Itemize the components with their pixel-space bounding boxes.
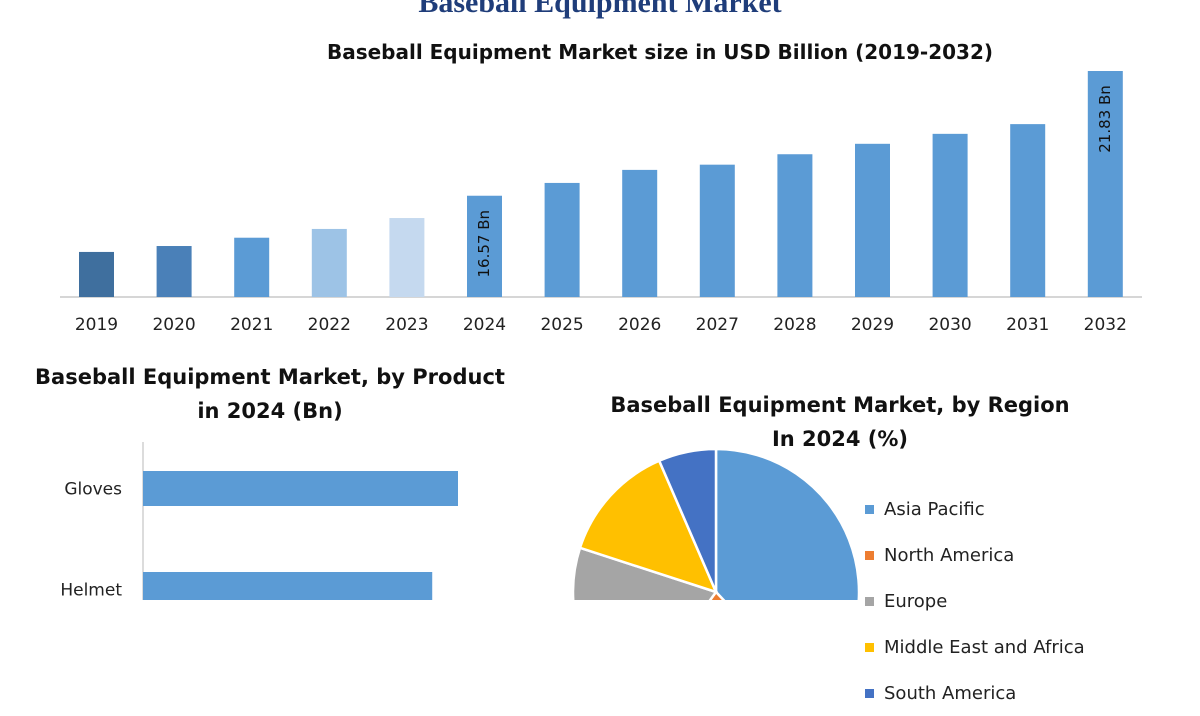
product-bar-chart: Gloves Helmet: [60, 442, 458, 601]
legend-swatch: [865, 550, 874, 560]
x-tick-label-2031: 2031: [1006, 315, 1049, 335]
x-tick-label-2021: 2021: [230, 315, 273, 335]
bar-2025: [544, 182, 580, 297]
x-tick-label-2028: 2028: [773, 315, 816, 335]
bar-2023: [389, 218, 425, 297]
legend-swatch: [865, 504, 874, 514]
x-tick-label-2026: 2026: [618, 315, 661, 335]
legend-swatch: [865, 688, 874, 698]
region-legend: Asia Pacific North America Europe Middle Ea…: [865, 486, 1085, 716]
bar-2021: [234, 237, 270, 297]
pie-slice-north-america: [708, 590, 726, 600]
x-tick-label-2032: 2032: [1084, 315, 1127, 335]
market-size-bar-chart: 2019 2020 2021 2022 2023 2024 16.57 Bn 2025 2026…: [60, 71, 1142, 335]
legend-swatch: [865, 596, 874, 606]
bar-2026: [622, 169, 658, 297]
pie-slice-middle-east-and-africa: [578, 459, 719, 595]
bar-2031: [1010, 124, 1046, 298]
page-title: Baseball Equipment Market: [418, 0, 782, 19]
product-chart-title-line2: in 2024 (Bn): [197, 399, 343, 423]
bar-2020: [156, 246, 192, 297]
product-chart-title-line1: Baseball Equipment Market, by Product: [35, 365, 505, 389]
legend-item-south-america: South America: [865, 670, 1085, 716]
x-tick-label-2029: 2029: [851, 315, 894, 335]
data-label-2032: 21.83 Bn: [1096, 85, 1114, 153]
bar-2029: [855, 143, 890, 297]
region-pie-chart: [571, 447, 861, 600]
product-label-helmet: Helmet: [60, 581, 122, 601]
x-tick-label-2024: 2024: [463, 315, 506, 335]
bar-2022: [311, 228, 347, 297]
region-chart-title-line2: In 2024 (%): [771, 427, 909, 451]
bar-2019: [79, 251, 114, 297]
bar-2032: [1087, 71, 1123, 297]
legend-label: Europe: [884, 590, 948, 612]
data-label-2024: 16.57 Bn: [475, 210, 493, 278]
region-chart-title-line1: Baseball Equipment Market, by Region: [610, 393, 1070, 417]
bar-2030: [932, 133, 968, 297]
legend-item-europe: Europe: [865, 578, 1085, 624]
pie-slice-south-america: [657, 447, 718, 593]
legend-label: Middle East and Africa: [884, 636, 1085, 658]
x-tick-label-2020: 2020: [152, 315, 195, 335]
x-tick-label-2019: 2019: [75, 315, 118, 335]
bar-2028: [777, 154, 813, 297]
bar-2027: [699, 164, 735, 297]
pie-slice-asia-pacific: [714, 447, 861, 600]
x-tick-label-2025: 2025: [540, 315, 583, 335]
legend-label: South America: [884, 682, 1017, 704]
x-tick-label-2022: 2022: [308, 315, 351, 335]
legend-label: North America: [884, 544, 1015, 566]
product-label-gloves: Gloves: [64, 480, 122, 500]
legend-item-middle-east-and-africa: Middle East and Africa: [865, 624, 1085, 670]
region-chart-title: Baseball Equipment Market, by Region In …: [600, 388, 1080, 456]
x-tick-label-2023: 2023: [385, 315, 428, 335]
x-tick-label-2030: 2030: [928, 315, 971, 335]
pie-slice-europe: [571, 546, 719, 600]
legend-swatch: [865, 642, 874, 652]
legend-item-north-america: North America: [865, 532, 1085, 578]
bar-2024: [467, 195, 502, 297]
market-size-chart-title: Baseball Equipment Market size in USD Bi…: [326, 40, 994, 64]
legend-label: Asia Pacific: [884, 498, 985, 520]
product-chart-title: Baseball Equipment Market, by Product in…: [20, 360, 520, 428]
product-bar-helmet: [143, 572, 433, 600]
product-bar-gloves: [143, 471, 458, 506]
x-tick-label-2027: 2027: [696, 315, 739, 335]
legend-item-asia-pacific: Asia Pacific: [865, 486, 1085, 532]
